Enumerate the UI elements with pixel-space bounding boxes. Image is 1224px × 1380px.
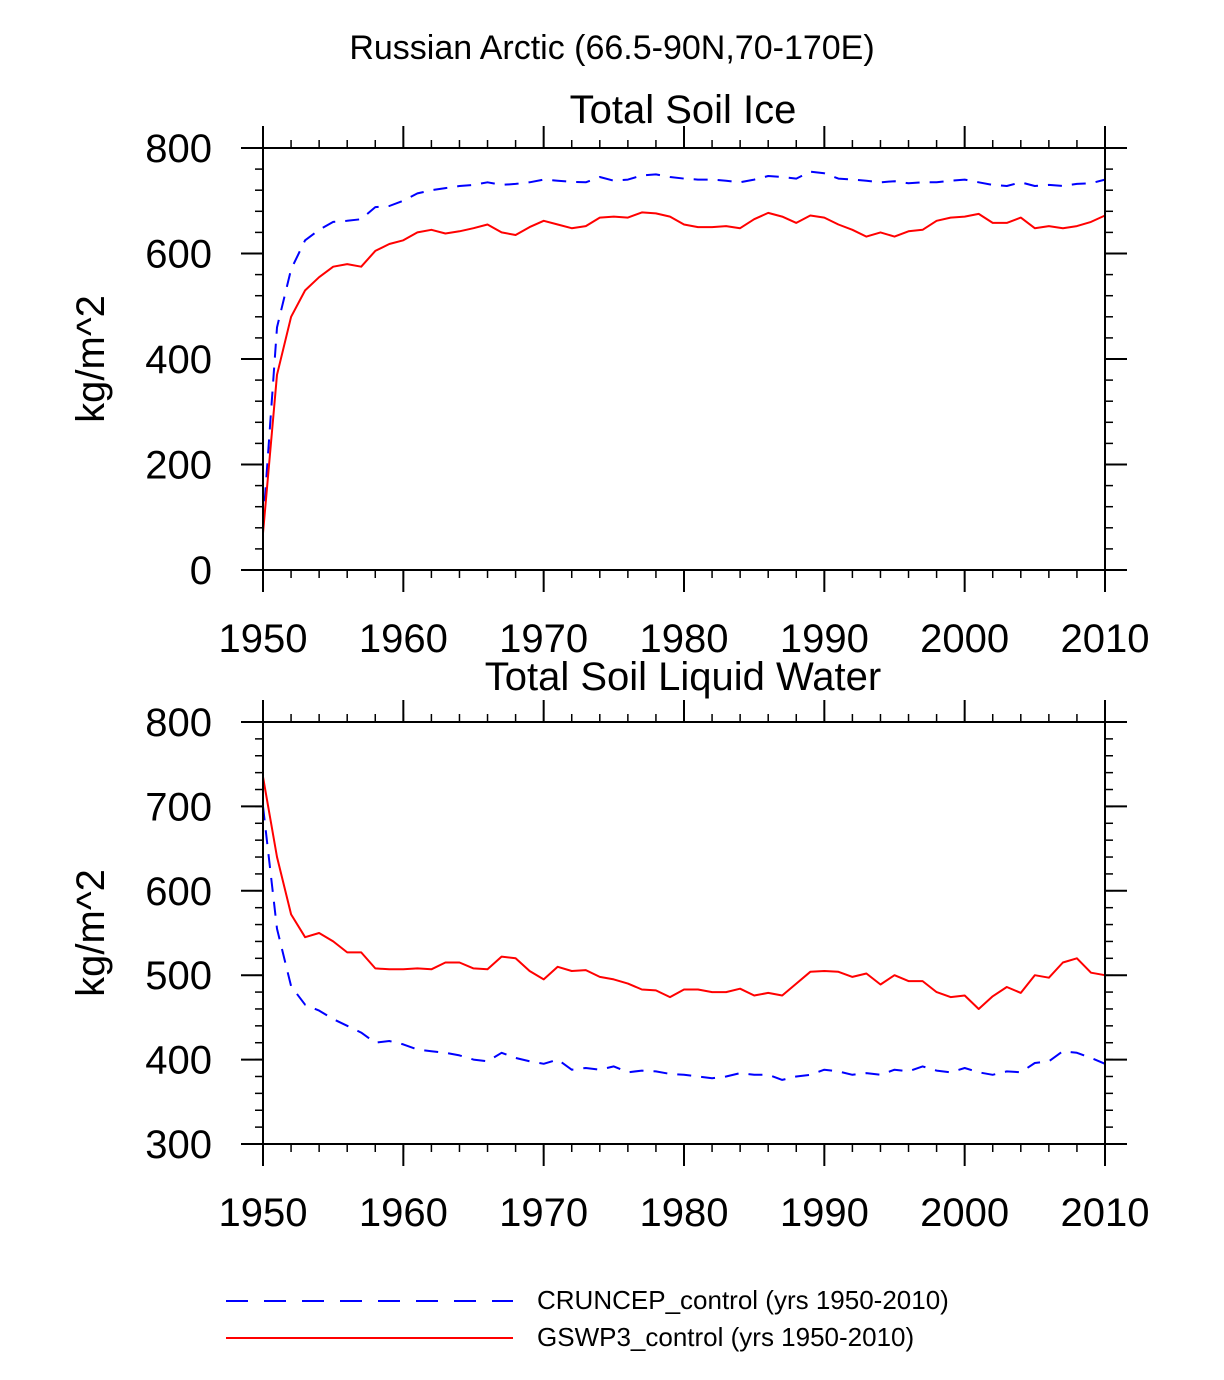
tick-labels: 1950 1960 1970 1980 1990 2000 2010 300 400 500 600… xyxy=(145,701,1149,1235)
x-tick-label: 1980 xyxy=(640,617,729,661)
y-tick-label: 0 xyxy=(190,549,212,593)
y-tick-label: 200 xyxy=(145,444,212,488)
legend-item-cruncep: CRUNCEP_control (yrs 1950-2010) xyxy=(226,1285,949,1315)
x-tick-label: 2010 xyxy=(1061,617,1150,661)
series-line-cruncep xyxy=(262,806,1106,1081)
y-tick-label: 700 xyxy=(145,785,212,829)
x-tick-label: 1960 xyxy=(359,617,448,661)
panel-total-soil-ice: Total Soil Ice kg/m^2 1950 1960 1970 1980 19… xyxy=(69,88,1149,661)
y-tick-label: 400 xyxy=(145,338,212,382)
y-tick-label: 800 xyxy=(145,127,212,171)
figure-title: Russian Arctic (66.5-90N,70-170E) xyxy=(349,29,874,67)
y-tick-label: 800 xyxy=(145,701,212,745)
y-tick-label: 500 xyxy=(145,954,212,998)
x-tick-label: 1960 xyxy=(359,1191,448,1235)
y-tick-label: 600 xyxy=(145,233,212,277)
y-axis-label: kg/m^2 xyxy=(69,869,113,997)
x-tick-label: 2010 xyxy=(1061,1191,1150,1235)
x-tick-label: 1990 xyxy=(780,617,869,661)
legend-label: CRUNCEP_control (yrs 1950-2010) xyxy=(537,1285,949,1315)
y-tick-label: 400 xyxy=(145,1039,212,1083)
tick-labels: 1950 1960 1970 1980 1990 2000 2010 0 200 400 600 80… xyxy=(145,127,1149,661)
x-tick-label: 1970 xyxy=(499,1191,588,1235)
x-tick-label: 1950 xyxy=(219,1191,308,1235)
series-lines xyxy=(262,776,1106,1081)
x-tick-label: 1980 xyxy=(640,1191,729,1235)
panel-total-soil-liquid-water: Total Soil Liquid Water kg/m^2 1950 1960 1… xyxy=(69,655,1149,1235)
panel-title: Total Soil Liquid Water xyxy=(485,655,881,699)
x-tick-label: 1950 xyxy=(219,617,308,661)
series-lines xyxy=(262,170,1106,534)
legend-item-gswp3: GSWP3_control (yrs 1950-2010) xyxy=(226,1322,914,1352)
series-line-gswp3 xyxy=(262,776,1106,1010)
y-tick-label: 300 xyxy=(145,1123,212,1167)
legend: CRUNCEP_control (yrs 1950-2010) GSWP3_co… xyxy=(226,1285,949,1352)
axis-ticks xyxy=(241,126,1127,592)
x-tick-label: 1990 xyxy=(780,1191,869,1235)
x-tick-label: 2000 xyxy=(920,617,1009,661)
legend-label: GSWP3_control (yrs 1950-2010) xyxy=(537,1322,914,1352)
plot-frame xyxy=(262,721,1106,1145)
series-line-cruncep xyxy=(262,170,1106,526)
x-tick-label: 2000 xyxy=(920,1191,1009,1235)
y-axis-label: kg/m^2 xyxy=(69,295,113,423)
x-tick-label: 1970 xyxy=(499,617,588,661)
y-tick-label: 600 xyxy=(145,870,212,914)
axis-ticks xyxy=(241,700,1127,1166)
panel-title: Total Soil Ice xyxy=(570,88,797,132)
plot-frame xyxy=(262,147,1106,571)
series-line-gswp3 xyxy=(262,211,1106,534)
